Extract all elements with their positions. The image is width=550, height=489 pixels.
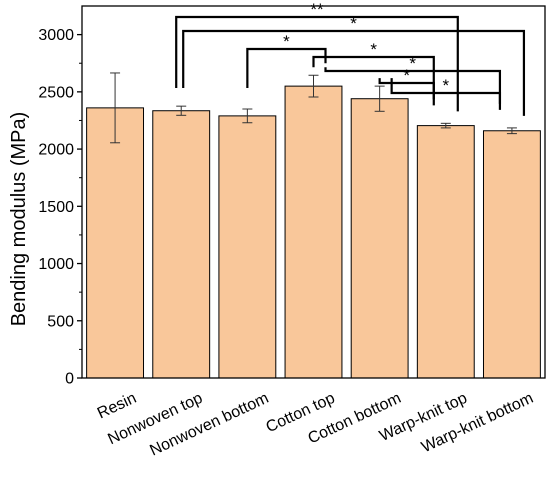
y-tick-label: 1000 <box>38 256 74 273</box>
y-tick-label: 1500 <box>38 199 74 216</box>
x-tick-label: Resin <box>95 390 139 423</box>
significance-label: ** <box>310 0 324 19</box>
significance-label: * <box>409 54 416 73</box>
bars-layer <box>86 85 541 379</box>
x-tick-label: Warp-knit bottom <box>419 390 536 457</box>
bar <box>416 125 475 379</box>
bar <box>284 85 343 379</box>
error-bars-layer <box>110 72 517 144</box>
y-tick-label: 500 <box>47 313 74 330</box>
axes-layer <box>81 5 546 379</box>
bar <box>86 107 145 379</box>
bar <box>152 110 211 379</box>
y-axis-title: Bending modulus (MPa) <box>8 112 30 327</box>
plot-frame <box>81 5 546 379</box>
x-tick-label: Nonwoven bottom <box>147 390 271 460</box>
y-ticks-layer: 0 500 1000 1500 2000 2500 3000 <box>38 27 82 388</box>
bar <box>482 130 541 379</box>
significance-bracket <box>378 78 435 100</box>
significance-label: * <box>350 14 357 33</box>
y-tick-label: 3000 <box>38 27 74 44</box>
y-tick-label: 0 <box>65 371 74 388</box>
bar <box>218 115 277 379</box>
y-tick-label: 2500 <box>38 84 74 101</box>
significance-label: * <box>442 76 449 95</box>
significance-label: * <box>370 40 377 59</box>
significance-label: * <box>283 32 290 51</box>
significance-bracket <box>324 67 502 110</box>
significance-bracket <box>175 15 459 112</box>
significance-bracket <box>312 55 435 106</box>
bar <box>350 98 409 379</box>
significance-layer: **** **** <box>175 0 526 116</box>
significance-label: * <box>403 66 410 85</box>
y-tick-label: 2000 <box>38 142 74 159</box>
significance-bracket <box>182 29 526 116</box>
significance-bracket <box>390 78 502 104</box>
